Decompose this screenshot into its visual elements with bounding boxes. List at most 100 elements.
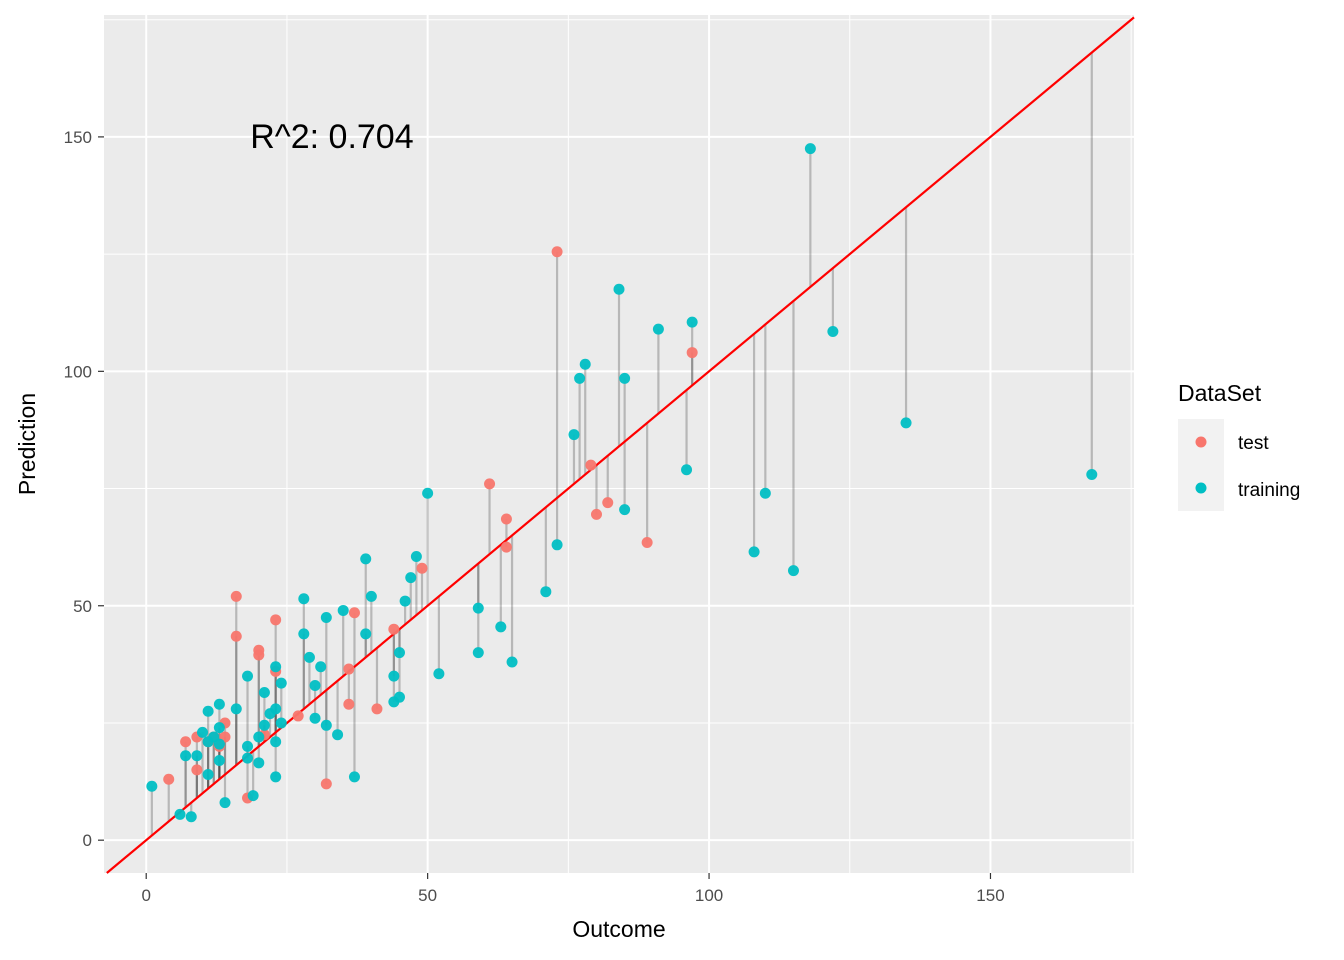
point-test xyxy=(602,497,614,509)
point-training xyxy=(213,722,225,734)
point-test xyxy=(191,764,203,776)
point-training xyxy=(275,717,287,729)
point-training xyxy=(270,661,282,673)
point-training xyxy=(298,628,310,640)
point-training xyxy=(242,740,254,752)
point-test xyxy=(585,459,597,471)
point-test xyxy=(371,703,383,715)
point-training xyxy=(613,283,625,295)
point-training xyxy=(253,731,265,743)
x-axis-ticks: 0 50 100 150 xyxy=(141,873,1005,905)
legend-title: DataSet xyxy=(1178,380,1262,406)
point-test xyxy=(230,590,242,602)
minor-gridlines xyxy=(104,15,1134,873)
legend-marker-test xyxy=(1195,436,1207,448)
point-training xyxy=(174,808,186,820)
point-training xyxy=(258,686,270,698)
point-test xyxy=(230,630,242,642)
point-test xyxy=(500,513,512,525)
point-test xyxy=(416,562,428,574)
point-training xyxy=(202,769,214,781)
point-training xyxy=(270,703,282,715)
plot-panel xyxy=(104,15,1134,873)
point-training xyxy=(242,752,254,764)
point-test xyxy=(686,347,698,359)
point-training xyxy=(242,670,254,682)
point-training xyxy=(579,358,591,370)
point-test xyxy=(348,607,360,619)
point-training xyxy=(506,656,518,668)
point-training xyxy=(551,539,563,551)
point-training xyxy=(360,553,372,565)
x-axis-title: Outcome xyxy=(572,916,665,942)
point-training xyxy=(365,590,377,602)
point-training xyxy=(180,750,192,762)
point-training xyxy=(360,628,372,640)
point-training xyxy=(568,429,580,441)
point-training xyxy=(759,487,771,499)
y-tick-label: 50 xyxy=(73,597,92,616)
point-training xyxy=(804,143,816,155)
y-tick-label: 100 xyxy=(64,362,92,381)
point-training xyxy=(202,705,214,717)
point-training xyxy=(900,417,912,429)
point-training xyxy=(309,712,321,724)
y-tick-label: 0 xyxy=(83,831,92,850)
point-training xyxy=(185,811,197,823)
point-training xyxy=(332,729,344,741)
x-tick-label: 0 xyxy=(141,886,150,905)
point-training xyxy=(213,738,225,750)
y-axis-ticks: 0 50 100 150 xyxy=(64,128,104,850)
y-axis-title: Prediction xyxy=(14,393,40,495)
point-training xyxy=(303,651,315,663)
point-test xyxy=(551,246,563,258)
point-training xyxy=(652,323,664,335)
legend-marker-training xyxy=(1195,482,1207,494)
point-training xyxy=(399,595,411,607)
point-training xyxy=(393,647,405,659)
point-training xyxy=(348,771,360,783)
point-training xyxy=(213,698,225,710)
data-points xyxy=(146,143,1098,823)
legend-label-test: test xyxy=(1238,433,1269,454)
x-tick-label: 150 xyxy=(976,886,1004,905)
point-test xyxy=(320,778,332,790)
r-squared-annotation: R^2: 0.704 xyxy=(250,118,413,156)
point-training xyxy=(433,668,445,680)
point-test xyxy=(590,508,602,520)
point-training xyxy=(320,611,332,623)
point-test xyxy=(163,773,175,785)
point-test xyxy=(343,663,355,675)
point-training xyxy=(787,565,799,577)
point-training xyxy=(309,679,321,691)
point-training xyxy=(213,754,225,766)
point-test xyxy=(253,649,265,661)
point-training xyxy=(247,790,259,802)
point-test xyxy=(484,478,496,490)
point-training xyxy=(270,771,282,783)
point-training xyxy=(298,593,310,605)
point-test xyxy=(292,710,304,722)
point-training xyxy=(422,487,434,499)
point-training xyxy=(686,316,698,328)
point-training xyxy=(388,670,400,682)
point-training xyxy=(472,602,484,614)
point-training xyxy=(495,621,507,633)
point-training xyxy=(146,780,158,792)
legend-label-training: training xyxy=(1238,480,1300,501)
point-training xyxy=(315,661,327,673)
point-training xyxy=(405,572,417,584)
point-test xyxy=(641,536,653,548)
point-training xyxy=(827,325,839,337)
point-training xyxy=(410,551,422,563)
y-tick-label: 150 xyxy=(64,128,92,147)
point-training xyxy=(320,719,332,731)
point-training xyxy=(230,703,242,715)
x-tick-label: 50 xyxy=(418,886,437,905)
point-training xyxy=(574,372,586,384)
point-training xyxy=(337,604,349,616)
identity-reference-line xyxy=(106,16,1135,874)
point-training xyxy=(258,719,270,731)
point-training xyxy=(681,464,693,476)
